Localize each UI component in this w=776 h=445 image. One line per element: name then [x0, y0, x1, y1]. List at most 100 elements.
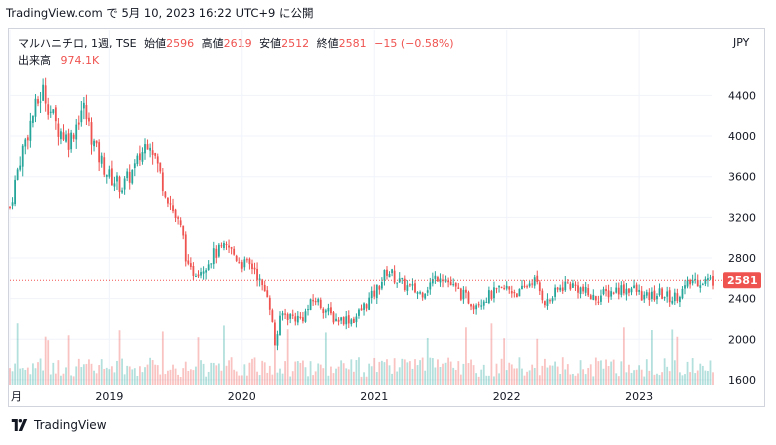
candle-body: [658, 288, 661, 296]
candle-body: [414, 283, 416, 293]
y-tick-label: 3200: [728, 211, 756, 224]
high-value: 2619: [223, 37, 252, 50]
candle-body: [515, 293, 518, 298]
candle-body: [398, 278, 401, 283]
candle-body: [167, 197, 169, 204]
x-tick-label: 2023: [625, 390, 653, 403]
volume-bar: [9, 368, 11, 385]
candle-body: [396, 282, 399, 284]
volume-bar: [243, 364, 246, 385]
candle-body: [653, 290, 656, 300]
candle-body: [49, 111, 52, 113]
open-label: 始値: [144, 37, 167, 50]
high-label: 高値: [201, 37, 224, 50]
candle-body: [508, 286, 511, 290]
volume-bar: [658, 375, 661, 385]
volume-bar: [238, 375, 241, 385]
volume-bar: [538, 375, 541, 385]
volume-bar: [266, 372, 269, 385]
candle-body: [235, 255, 238, 261]
volume-bar: [699, 363, 702, 385]
volume-bar: [597, 361, 600, 385]
volume-bar: [100, 359, 103, 385]
tradingview-logo-icon: [11, 419, 28, 431]
volume-bar: [480, 369, 483, 385]
candle-body: [594, 296, 597, 301]
candle-body: [302, 317, 304, 322]
candle-body: [531, 283, 534, 285]
candle-body: [419, 292, 421, 294]
volume-bar: [521, 368, 523, 385]
volume-bar: [184, 361, 187, 385]
candle-body: [54, 107, 57, 122]
volume-bar: [332, 373, 335, 385]
candle-body: [490, 291, 493, 299]
candle-body: [19, 165, 22, 170]
volume-bar: [528, 370, 531, 385]
candle-body: [90, 122, 93, 145]
candle-body: [261, 279, 264, 286]
volume-bar: [223, 325, 225, 385]
candle-body: [291, 314, 294, 316]
volume-bar: [337, 366, 340, 385]
grid-lines: [9, 30, 712, 385]
candle-body: [607, 290, 610, 298]
candle-body: [498, 285, 500, 288]
candle-body: [174, 209, 177, 218]
candle-body: [243, 259, 246, 268]
candle-body: [523, 285, 526, 287]
candle-body: [223, 242, 225, 248]
candle-body: [572, 283, 574, 288]
volume-bar: [569, 374, 572, 385]
candle-body: [589, 295, 592, 300]
volume-bar: [327, 375, 330, 385]
volume-bar: [144, 367, 146, 385]
volume-bar: [388, 365, 391, 385]
candle-body: [541, 290, 544, 301]
candle-body: [549, 300, 551, 302]
volume-bar: [526, 371, 528, 385]
volume-bar: [615, 373, 618, 385]
volume-bar: [347, 369, 350, 385]
volume-bar: [505, 370, 508, 385]
volume-bar: [151, 360, 154, 385]
candle-body: [378, 286, 381, 290]
candle-body: [536, 275, 539, 283]
candle-body: [34, 98, 37, 117]
candle-body: [459, 288, 462, 300]
volume-bar: [159, 374, 162, 385]
candle-body: [146, 144, 149, 150]
volume-bar: [559, 374, 562, 385]
volume-bar: [345, 368, 348, 385]
candle-body: [612, 292, 615, 294]
volume-bar: [368, 363, 371, 385]
volume-bar: [47, 340, 50, 385]
volume-bar: [462, 363, 465, 385]
volume-bar: [363, 372, 365, 385]
volume-bar: [628, 364, 630, 385]
candle-body: [340, 317, 343, 321]
candle-body: [299, 316, 302, 318]
volume-bar: [533, 368, 536, 385]
candle-body: [475, 305, 478, 310]
x-tick-label: 2022: [493, 390, 521, 403]
candle-body: [546, 299, 549, 306]
volume-bar: [510, 364, 513, 385]
volume-bar: [29, 374, 32, 385]
volume-bar: [233, 369, 236, 385]
candle-body: [411, 284, 414, 286]
volume-bar: [42, 370, 45, 385]
volume-bar: [309, 361, 312, 385]
volume-bar: [587, 368, 590, 385]
candle-body: [276, 334, 279, 346]
brand-footer[interactable]: TradingView: [10, 418, 107, 432]
volume-bar: [495, 363, 498, 385]
candle-body: [620, 285, 623, 295]
volume-bar: [330, 366, 332, 385]
candle-body: [602, 289, 605, 295]
volume-bar: [442, 363, 444, 385]
candle-body: [72, 134, 75, 139]
volume-bar: [65, 367, 67, 385]
volume-bar: [324, 332, 327, 385]
